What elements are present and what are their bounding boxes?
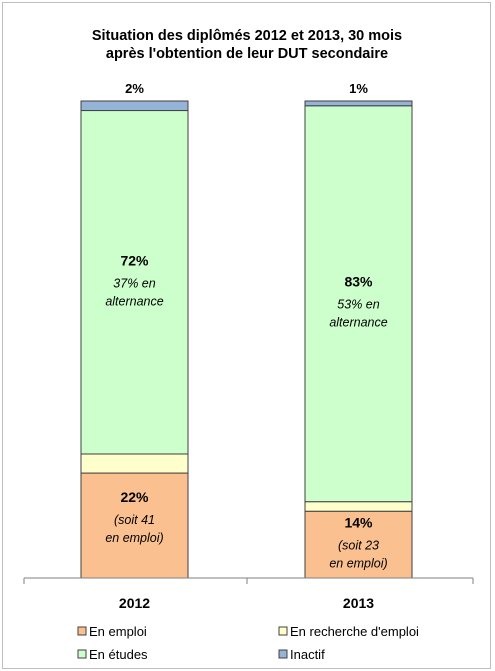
segment-note: 37% en xyxy=(113,276,155,290)
segment-note: alternance xyxy=(105,294,163,308)
bar-segment xyxy=(304,501,413,512)
bar-segment xyxy=(80,110,189,455)
data-label: 1% xyxy=(349,81,368,96)
chart-title-line: après l'obtention de leur DUT secondaire xyxy=(106,46,388,62)
bar-segment xyxy=(80,100,189,112)
segment-note: (soit 23 xyxy=(338,538,379,552)
data-label: 72% xyxy=(120,252,149,268)
segment-note: alternance xyxy=(329,316,387,330)
bar-segment xyxy=(80,472,189,579)
legend-label: En recherche d'emploi xyxy=(290,624,419,639)
bar-segment xyxy=(304,100,413,107)
legend-swatch xyxy=(77,649,87,659)
data-label: 83% xyxy=(344,274,373,290)
legend-swatch xyxy=(278,649,288,659)
x-tick-label: 2012 xyxy=(119,595,150,611)
segment-note: en emploi) xyxy=(105,531,163,545)
chart-title-line: Situation des diplômés 2012 et 2013, 30 … xyxy=(92,28,402,44)
legend-label: Inactif xyxy=(290,647,325,662)
data-label: 14% xyxy=(344,514,373,530)
segment-note: 53% en xyxy=(337,298,379,312)
bar-segment xyxy=(304,510,413,579)
legend-swatch xyxy=(77,626,87,636)
legend-label: En études xyxy=(89,647,148,662)
data-label: 2% xyxy=(125,81,144,96)
x-tick-label: 2013 xyxy=(343,595,374,611)
legend-swatch xyxy=(278,626,288,636)
segment-note: (soit 41 xyxy=(114,513,155,527)
legend-label: En emploi xyxy=(89,624,147,639)
bar-segment xyxy=(80,453,189,474)
data-label: 22% xyxy=(120,489,149,505)
segment-note: en emploi) xyxy=(329,556,387,570)
